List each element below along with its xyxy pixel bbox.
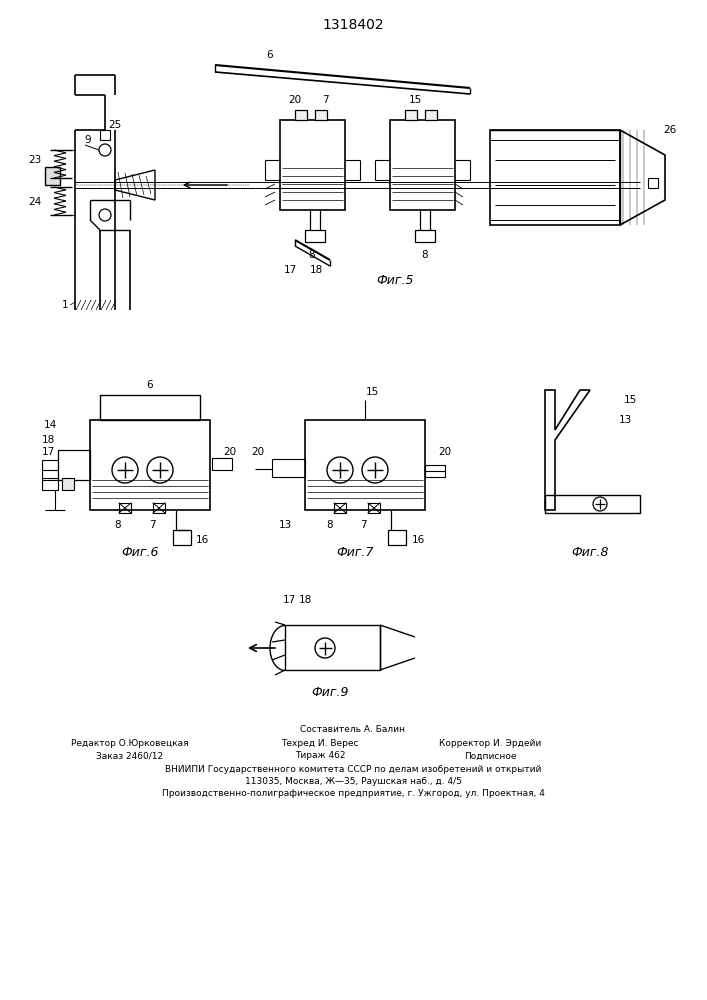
Bar xyxy=(280,120,345,210)
Bar xyxy=(212,458,232,470)
Bar xyxy=(305,230,325,242)
Text: 26: 26 xyxy=(663,125,677,135)
Bar xyxy=(334,503,346,513)
Bar xyxy=(425,110,437,120)
Text: 1318402: 1318402 xyxy=(322,18,384,32)
Text: Редактор О.Юрковецкая: Редактор О.Юрковецкая xyxy=(71,740,189,748)
Text: 17: 17 xyxy=(284,265,297,275)
Bar xyxy=(305,420,425,510)
Bar xyxy=(100,130,110,140)
Text: Корректор И. Эрдейи: Корректор И. Эрдейи xyxy=(439,740,541,748)
Text: 23: 23 xyxy=(28,155,42,165)
Text: 1: 1 xyxy=(62,300,69,310)
Text: 25: 25 xyxy=(108,120,122,130)
Text: Заказ 2460/12: Заказ 2460/12 xyxy=(96,752,163,760)
Text: Составитель А. Балин: Составитель А. Балин xyxy=(300,726,406,734)
Text: 7: 7 xyxy=(148,520,156,530)
Text: ВНИИПИ Государственного комитета СССР по делам изобретений и открытий: ВНИИПИ Государственного комитета СССР по… xyxy=(165,766,541,774)
Bar xyxy=(62,478,74,490)
Text: Фиг.8: Фиг.8 xyxy=(571,546,609,558)
Text: Подписное: Подписное xyxy=(464,752,516,760)
Bar xyxy=(173,530,191,545)
Text: 16: 16 xyxy=(195,535,209,545)
Bar xyxy=(388,530,406,545)
Text: Фиг.6: Фиг.6 xyxy=(121,546,159,558)
Bar xyxy=(90,420,210,510)
Text: 20: 20 xyxy=(252,447,264,457)
Bar xyxy=(153,503,165,513)
Bar xyxy=(295,110,307,120)
Text: 13: 13 xyxy=(279,520,291,530)
Text: 13: 13 xyxy=(619,415,631,425)
Text: 8: 8 xyxy=(115,520,122,530)
Text: 15: 15 xyxy=(409,95,421,105)
Text: 20: 20 xyxy=(288,95,302,105)
Bar xyxy=(648,178,658,188)
Text: 6: 6 xyxy=(267,50,274,60)
Bar xyxy=(368,503,380,513)
Text: 17: 17 xyxy=(42,447,54,457)
Text: 20: 20 xyxy=(223,447,237,457)
Text: 113035, Москва, Ж—35, Раушская наб., д. 4/5: 113035, Москва, Ж—35, Раушская наб., д. … xyxy=(245,778,462,786)
Text: 18: 18 xyxy=(42,435,54,445)
Bar xyxy=(315,110,327,120)
Bar xyxy=(415,230,435,242)
Text: 8: 8 xyxy=(309,250,315,260)
Text: Производственно-полиграфическое предприятие, г. Ужгород, ул. Проектная, 4: Производственно-полиграфическое предприя… xyxy=(162,790,544,798)
Bar xyxy=(405,110,417,120)
Text: 18: 18 xyxy=(310,265,322,275)
Bar xyxy=(390,120,455,210)
Text: Фиг.9: Фиг.9 xyxy=(311,686,349,698)
Text: 24: 24 xyxy=(28,197,42,207)
Bar xyxy=(42,478,58,490)
Text: 17: 17 xyxy=(282,595,296,605)
Bar xyxy=(490,130,620,225)
Text: 7: 7 xyxy=(360,520,366,530)
Text: Фиг.5: Фиг.5 xyxy=(376,273,414,286)
Text: 6: 6 xyxy=(146,380,153,390)
Bar xyxy=(119,503,131,513)
Text: 16: 16 xyxy=(411,535,425,545)
Bar xyxy=(272,459,305,477)
Bar xyxy=(100,395,200,420)
Text: 18: 18 xyxy=(298,595,312,605)
Bar xyxy=(285,625,380,670)
Text: Фиг.7: Фиг.7 xyxy=(337,546,374,558)
Bar xyxy=(45,167,60,185)
Text: 9: 9 xyxy=(85,135,91,145)
Text: 20: 20 xyxy=(438,447,452,457)
Text: 14: 14 xyxy=(43,420,57,430)
Text: 15: 15 xyxy=(624,395,636,405)
Text: 8: 8 xyxy=(421,250,428,260)
Bar xyxy=(58,450,90,480)
Text: Техред И. Верес: Техред И. Верес xyxy=(281,740,358,748)
Text: Тираж 462: Тираж 462 xyxy=(295,752,345,760)
Text: 8: 8 xyxy=(327,520,333,530)
Text: 15: 15 xyxy=(366,387,379,397)
Bar xyxy=(425,465,445,477)
Text: 7: 7 xyxy=(322,95,328,105)
Bar xyxy=(545,495,640,513)
